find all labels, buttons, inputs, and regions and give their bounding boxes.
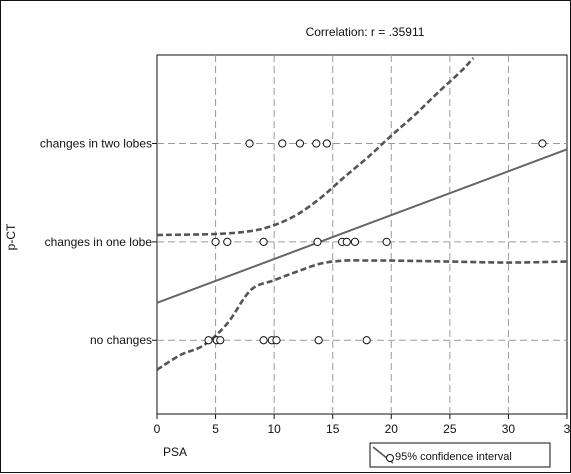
data-point <box>382 237 391 246</box>
y-tick-label: changes in two lobes <box>40 137 152 151</box>
chart-title: Correlation: r = .35911 <box>306 25 425 39</box>
grid-lines <box>157 55 567 414</box>
plot-area <box>156 54 568 415</box>
data-point <box>295 139 305 148</box>
x-axis-title: PSA <box>163 445 187 459</box>
x-tick-label: 30 <box>502 422 516 436</box>
y-tick-label: no changes <box>90 333 152 347</box>
data-point <box>314 336 323 345</box>
x-tick-label: 25 <box>443 422 457 436</box>
data-point <box>245 139 254 148</box>
confidence-bands <box>157 57 567 371</box>
data-point <box>538 139 547 148</box>
data-point <box>322 139 331 148</box>
legend: 95% confidence interval <box>369 442 551 468</box>
x-tick-label: 15 <box>326 422 340 436</box>
data-point <box>312 139 321 148</box>
data-point <box>216 336 225 345</box>
data-point <box>223 237 232 246</box>
data-point <box>278 139 287 148</box>
data-point <box>362 336 371 345</box>
y-axis-ticks: no changes changes in one lobe changes in … <box>40 137 157 347</box>
x-tick-label: 3 <box>564 422 571 436</box>
data-point <box>204 336 213 345</box>
x-tick-label: 5 <box>212 422 219 436</box>
y-tick-label: changes in one lobe <box>45 235 153 249</box>
regression-line <box>157 148 567 304</box>
data-point <box>272 336 281 345</box>
legend-confidence-interval-swatch-icon <box>372 446 394 464</box>
x-tick-label: 20 <box>385 422 399 436</box>
regression-line-group <box>157 148 567 304</box>
x-tick-label: 10 <box>267 422 281 436</box>
data-point <box>259 237 268 246</box>
data-point <box>342 237 351 246</box>
legend-box <box>369 442 551 468</box>
x-axis-ticks: 0 5 10 15 20 25 30 3 <box>154 414 571 436</box>
data-point <box>211 237 220 246</box>
data-points <box>204 139 547 345</box>
x-tick-label: 0 <box>154 422 161 436</box>
y-axis-title: p-CT <box>4 223 18 250</box>
legend-label: 95% confidence interval <box>395 451 512 463</box>
data-point <box>313 237 322 246</box>
lower-confidence-band <box>157 259 567 371</box>
data-point <box>259 336 268 345</box>
upper-confidence-band <box>157 57 475 237</box>
data-point <box>350 237 360 246</box>
